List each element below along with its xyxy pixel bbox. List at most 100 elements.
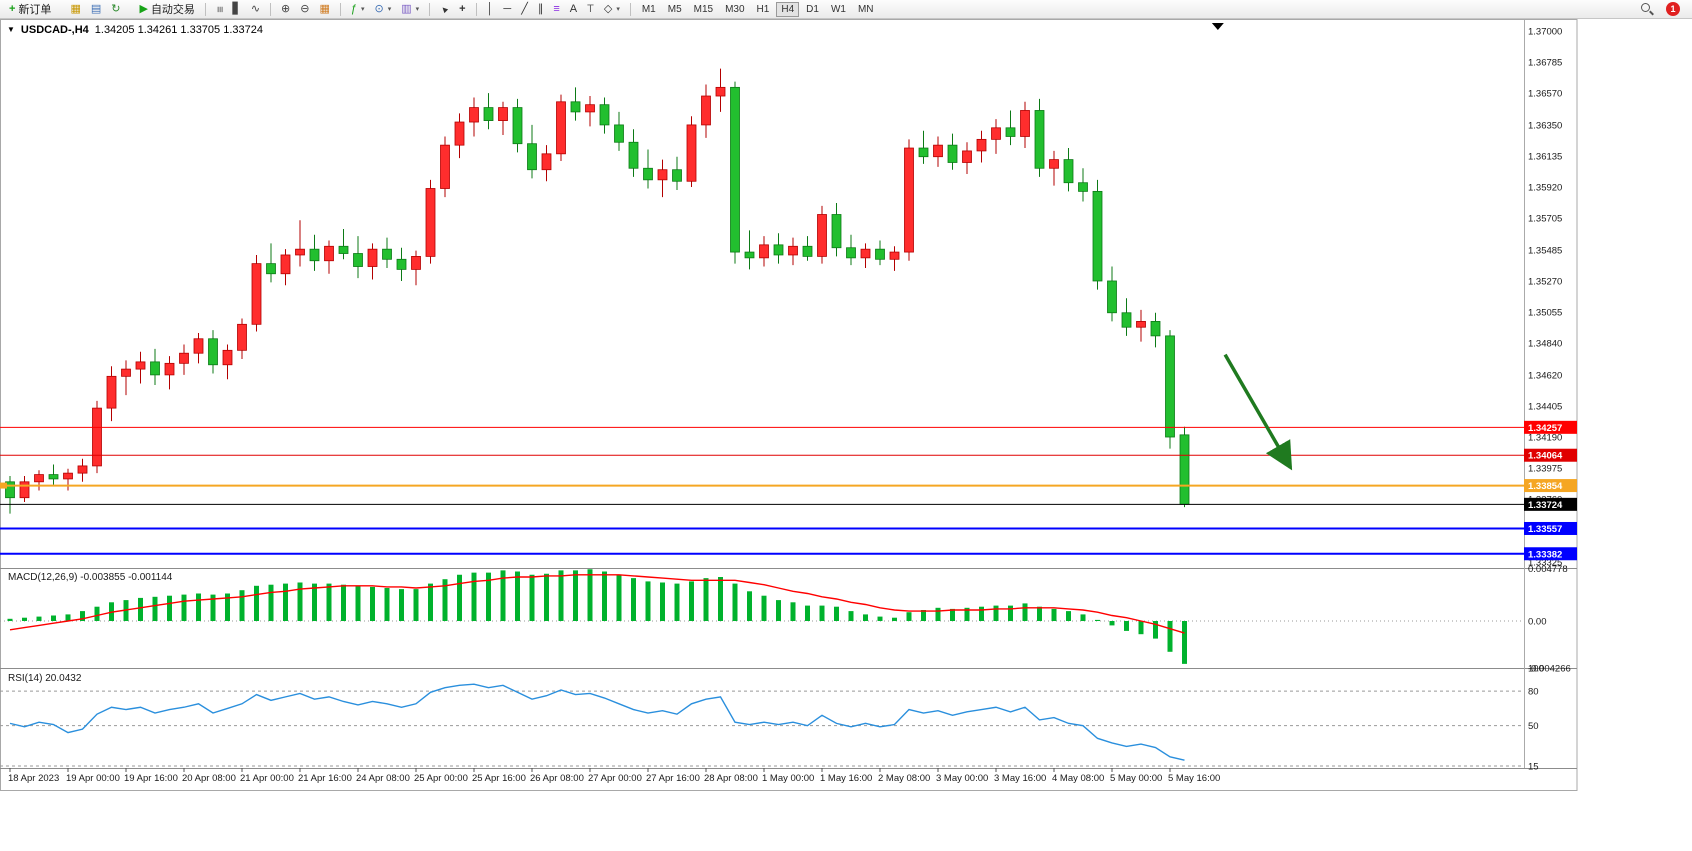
candle-body	[440, 144, 450, 189]
one-click-trading-toggle[interactable]: ▼	[7, 25, 15, 34]
candle-body	[904, 147, 914, 253]
price-tag	[1524, 479, 1577, 493]
time-axis-label: 3 May 00:00	[936, 773, 988, 784]
tile-windows-button[interactable]: ▦	[314, 1, 334, 18]
vertical-line-icon: │	[486, 2, 494, 15]
time-axis-label: 25 Apr 00:00	[414, 773, 468, 784]
trend-arrow-annotation[interactable]	[1223, 353, 1293, 471]
candle-body	[309, 248, 320, 262]
candle-body	[991, 127, 1001, 140]
notification-badge[interactable]: 1	[1666, 2, 1680, 16]
time-axis-label: 2 May 08:00	[878, 773, 930, 784]
shapes-button[interactable]: ◇ ▾	[599, 1, 625, 18]
toolbar-sep	[204, 2, 206, 16]
candle-body	[933, 144, 943, 158]
time-axis-label: 5 May 00:00	[1110, 773, 1162, 784]
periods-button[interactable]: ⊙ ▾	[370, 1, 397, 18]
macd-header: MACD(12,26,9) -0.003855 -0.001144	[8, 572, 173, 583]
zoom-out-button[interactable]: ⊖	[295, 1, 314, 18]
time-axis-label: 21 Apr 00:00	[240, 773, 294, 784]
toolbar-sep	[475, 2, 477, 16]
profiles-button[interactable]: ▤	[86, 1, 106, 18]
macd-axis-label: -0.004266	[1528, 663, 1571, 674]
autotrading-button[interactable]: ▶ 自动交易	[134, 1, 199, 18]
candle-body	[744, 251, 755, 259]
tile-windows-icon: ▦	[319, 2, 330, 15]
zoom-in-button[interactable]: ⊕	[276, 1, 295, 18]
rsi-line	[9, 683, 1185, 761]
timeframe-button-mn[interactable]: MN	[853, 2, 879, 17]
timeframe-button-m15[interactable]: M15	[689, 2, 718, 17]
price-axis-label: 1.35485	[1528, 245, 1562, 256]
candle-body	[1121, 312, 1132, 328]
time-axis-label: 3 May 16:00	[994, 773, 1046, 784]
dropdown-caret-icon: ▾	[616, 6, 620, 13]
candlestick-chart-button[interactable]: ▋	[227, 1, 245, 18]
template-icon: ▥	[401, 2, 412, 15]
text-label-button[interactable]: T	[582, 1, 599, 18]
candle-body	[1092, 190, 1103, 282]
candle-body	[1107, 280, 1117, 314]
price-tag	[1524, 547, 1577, 561]
vertical-line-button[interactable]: │	[482, 1, 499, 18]
price-axis-label: 1.36570	[1528, 89, 1562, 100]
candle-body	[788, 245, 798, 256]
rsi-axis-label: 50	[1528, 721, 1539, 732]
line-chart-icon: ∿	[250, 2, 261, 15]
candle-body	[1078, 182, 1088, 192]
timeframe-button-h1[interactable]: H1	[752, 2, 775, 17]
indicators-icon: ƒ	[350, 2, 358, 15]
candle-body	[106, 375, 117, 409]
horizontal-line-icon: ─	[503, 2, 512, 15]
text-label-icon: T	[587, 2, 594, 15]
cursor-button[interactable]: ▲	[435, 1, 454, 18]
candle-body	[469, 107, 479, 123]
candle-body	[556, 101, 566, 155]
time-axis-label: 19 Apr 16:00	[124, 773, 178, 784]
candle-body	[773, 244, 784, 256]
cursor-icon: ▲	[437, 1, 451, 16]
crosshair-button[interactable]: +	[454, 1, 470, 18]
main-toolbar: + 新订单 ▦ ▤ ↻ ▶ 自动交易 ≡ ▋ ∿ ⊕ ⊖ ▦ ƒ ▾ ⊙ ▾ ▥ ▾ ▲ + │ ─ ╱ ∥ ≡ A T ◇ ▾ M1 M5 M…	[0, 0, 1692, 19]
price-axis-label: 1.33325	[1528, 558, 1562, 569]
time-axis-label: 20 Apr 08:00	[182, 773, 236, 784]
crosshair-icon: +	[459, 2, 466, 15]
search-icon[interactable]	[1640, 2, 1654, 16]
bar-chart-button[interactable]: ≡	[211, 1, 227, 18]
timeframe-button-h4[interactable]: H4	[776, 1, 800, 17]
bar-chart-icon: ≡	[213, 5, 226, 13]
candle-body	[324, 245, 334, 262]
candle-body	[338, 245, 349, 254]
timeframe-button-m5[interactable]: M5	[663, 2, 687, 17]
price-axis-label: 1.34620	[1528, 370, 1562, 381]
channel-button[interactable]: ∥	[533, 1, 549, 18]
candle-body	[193, 338, 204, 354]
indicators-button[interactable]: ƒ ▾	[346, 1, 370, 18]
toolbar-items: + 新订单 ▦ ▤ ↻ ▶ 自动交易 ≡ ▋ ∿ ⊕ ⊖ ▦ ƒ ▾ ⊙ ▾ ▥ ▾ ▲ + │ ─ ╱ ∥ ≡ A T ◇ ▾ M1 M5 M…	[4, 0, 880, 18]
text-button[interactable]: A	[565, 1, 582, 18]
new-chart-button[interactable]: ▦	[65, 1, 85, 18]
timeframe-button-m30[interactable]: M30	[720, 2, 749, 17]
trendline-button[interactable]: ╱	[516, 1, 533, 18]
fibonacci-button[interactable]: ≡	[548, 1, 564, 18]
price-tag-label: 1.33382	[1528, 549, 1562, 560]
templates-button[interactable]: ▥ ▾	[396, 1, 424, 18]
refresh-button[interactable]: ↻	[106, 1, 125, 18]
horizontal-line-button[interactable]: ─	[498, 1, 516, 18]
candlestick-chart-icon: ▋	[232, 2, 241, 15]
candle-body	[1020, 110, 1030, 137]
time-axis-label: 26 Apr 08:00	[530, 773, 584, 784]
timeframe-button-d1[interactable]: D1	[801, 2, 824, 17]
new-order-button[interactable]: + 新订单	[4, 1, 56, 18]
price-axis-label: 1.35705	[1528, 214, 1562, 225]
candle-body	[5, 481, 15, 499]
candle-body	[425, 188, 436, 257]
candle-body	[179, 352, 189, 364]
timeframe-button-m1[interactable]: M1	[637, 2, 661, 17]
timeframe-button-w1[interactable]: W1	[826, 2, 851, 17]
search-lens	[1641, 3, 1650, 12]
line-chart-button[interactable]: ∿	[246, 1, 265, 18]
chart-shift-marker[interactable]	[1211, 23, 1224, 30]
price-tag	[1524, 521, 1577, 535]
